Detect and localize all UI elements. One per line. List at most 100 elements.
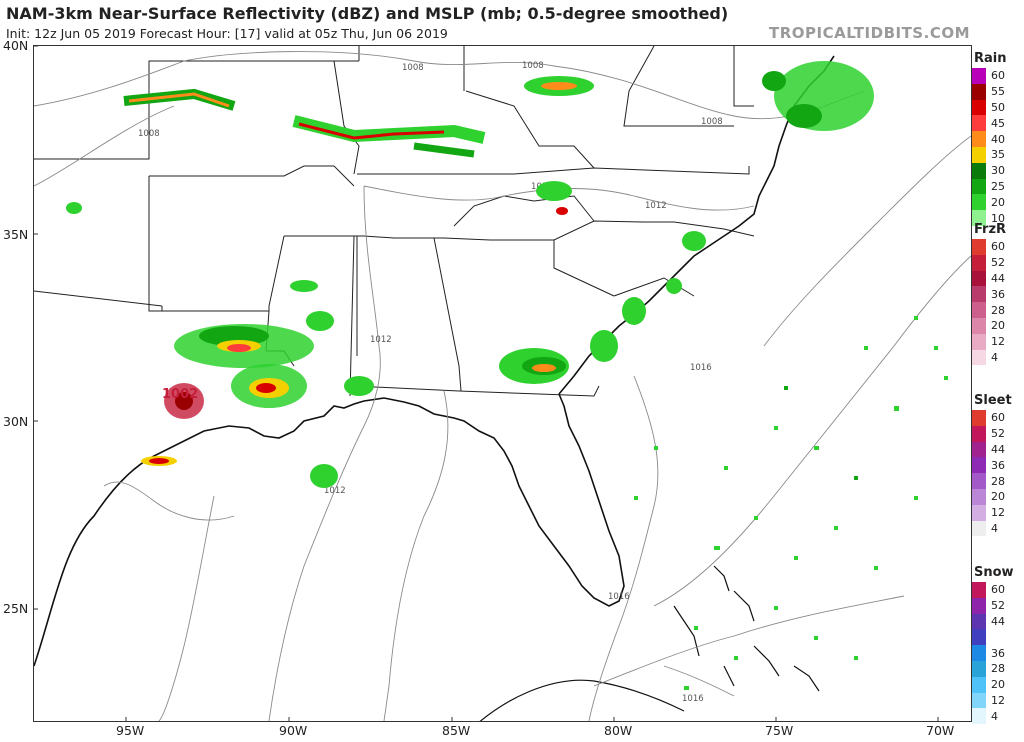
legend-value: 36 [991,646,1005,660]
legend-value: 60 [991,240,1005,254]
lat-label-30n: 30N [3,414,29,429]
legend-swatch [972,254,986,271]
legend-row: 28 [972,660,1024,677]
legend-swatch [972,270,986,287]
reflectivity-echoes [66,61,948,690]
legend-row: 12 [972,692,1024,709]
legend-value: 44 [991,442,1005,456]
legend-value: 4 [991,350,998,364]
isobar-label: 1012 [645,201,667,211]
legend-swatch [972,597,986,614]
legend-row: 44 [972,613,1024,630]
legend-value: 36 [991,458,1005,472]
lon-label-85w: 85W [442,723,471,738]
legend-row: 4 [972,349,1024,366]
legend-swatch [972,194,986,211]
isobar-label: 1016 [682,694,704,704]
legend-row: 44 [972,270,1024,287]
legend-value: 52 [991,599,1005,613]
legend-value: 25 [991,179,1005,193]
legend-row: 25 [972,178,1024,195]
legend-row: 36 [972,457,1024,474]
legend-row: 60 [972,239,1024,255]
legend-title: Sleet [974,393,1012,408]
legend-swatch [972,178,986,195]
legend-row: 28 [972,302,1024,318]
legend-row: 60 [972,410,1024,426]
legend-swatch [972,473,986,489]
legend-swatch [972,349,986,366]
legend-row: 36 [972,645,1024,661]
legend-row: 55 [972,83,1024,100]
legend-value: 28 [991,303,1005,317]
lon-label-70w: 70W [926,723,955,738]
legend-swatch [972,504,986,521]
legend-row: 12 [972,333,1024,350]
isobar-label: 1008 [701,117,723,127]
legend-row: 10 [972,210,1024,226]
lon-label-95w: 95W [116,723,145,738]
legend-row: 52 [972,597,1024,614]
legend-row: 30 [972,162,1024,179]
legend-value: 60 [991,411,1005,425]
legend-value: 36 [991,287,1005,301]
isobar-label: 1012 [370,335,392,345]
legend-row: 20 [972,194,1024,211]
legend-swatch [972,83,986,100]
legend-swatch [972,210,986,226]
legend-row: 28 [972,473,1024,489]
legend-swatch [972,645,986,661]
legend-value: 44 [991,271,1005,285]
legend-row [972,629,1024,646]
legend-row: 40 [972,131,1024,147]
legend-swatch [972,146,986,163]
legend-title: FrzR [974,222,1007,237]
legend-swatch [972,410,986,426]
isobars [34,51,971,721]
legend-sleet: Sleet 60 52 44 36 28 20 12 4 [972,393,1024,537]
legend-swatch [972,488,986,505]
site-brand: TROPICALTIDBITS.COM [769,24,970,42]
legend-value: 30 [991,164,1005,178]
lon-label-90w: 90W [279,723,308,738]
legend-row: 35 [972,146,1024,163]
legend-row: 44 [972,441,1024,458]
legend-swatch [972,115,986,132]
legend-value: 60 [991,69,1005,83]
legend-value: 4 [991,709,998,723]
legend-row: 20 [972,488,1024,505]
legend-frzr: FrzR 60 52 44 36 28 20 12 4 [972,222,1024,366]
legend-swatch [972,131,986,147]
lat-label-40n: 40N [3,38,29,53]
legend-swatch [972,162,986,179]
legend-swatch [972,317,986,334]
legend-value: 35 [991,148,1005,162]
legend-swatch [972,629,986,646]
legend-row: 60 [972,582,1024,598]
legend-row: 60 [972,68,1024,84]
legend-value: 52 [991,256,1005,270]
low-pressure-label: 1002 [162,387,198,402]
map-title: NAM-3km Near-Surface Reflectivity (dBZ) … [6,4,729,23]
legend-swatch [972,302,986,318]
legend-value: 12 [991,506,1005,520]
legend-swatch [972,457,986,474]
lon-label-80w: 80W [604,723,633,738]
legend-row: 12 [972,504,1024,521]
legend-title: Snow [974,565,1014,580]
isobar-label: 1008 [138,129,160,139]
legend-swatch [972,68,986,84]
legend-value: 20 [991,678,1005,692]
legend-row: 20 [972,676,1024,693]
isobar-label: 1016 [608,592,630,602]
legend-value: 12 [991,335,1005,349]
legend-row: 45 [972,115,1024,132]
map-panel: 1008 1008 1008 1008 1012 1012 1012 1012 … [33,45,972,722]
legend-swatch [972,286,986,303]
legend-snow: Snow 60 52 44 36 28 20 12 4 [972,565,1024,725]
legend-swatch [972,99,986,116]
legend-swatch [972,676,986,693]
legend-value: 50 [991,100,1005,114]
legend-title: Rain [974,51,1007,66]
legend-swatch [972,582,986,598]
